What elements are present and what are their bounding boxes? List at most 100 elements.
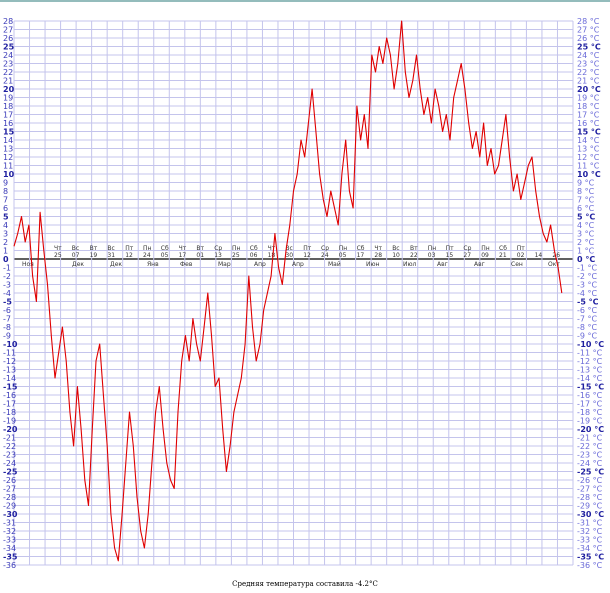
day-number-label: 18 [268, 252, 276, 259]
y-tick-label-left: -27 [3, 485, 16, 494]
day-label: Сб [357, 245, 365, 252]
day-label: Пт [517, 245, 526, 252]
day-label: Пн [428, 245, 437, 252]
y-tick-label-right: 17 °C [577, 111, 600, 120]
y-tick-label-left: 23 [3, 60, 13, 69]
y-tick-label-left: -35 [3, 553, 18, 562]
y-tick-label-left: 5 [3, 213, 9, 222]
y-tick-label-left: 14 [3, 136, 13, 145]
y-tick-label-right: -22 °C [577, 442, 603, 451]
y-tick-label-left: 18 [3, 102, 13, 111]
y-tick-label-right: -9 °C [577, 332, 598, 341]
y-tick-label-left: 22 [3, 68, 13, 77]
day-label: Вт [90, 245, 98, 252]
day-labels: Чт Вс Вт Вс Пт Пн Сб Чт Вт Ср Пн Сб Чт Вс Пт Ср Пн Сб Чт Вс… [54, 245, 560, 259]
y-tick-label-left: 28 [3, 17, 13, 26]
y-tick-label-right: 9 °C [577, 179, 595, 188]
y-tick-label-left: -16 [3, 391, 16, 400]
y-tick-label-right: 12 °C [577, 153, 600, 162]
y-tick-label-left: -34 [3, 544, 16, 553]
day-number-label: 28 [374, 252, 382, 259]
y-tick-label-left: -31 [3, 519, 16, 528]
y-tick-label-left: 7 [3, 196, 8, 205]
y-tick-label-right: 16 °C [577, 119, 600, 128]
y-tick-label-right: 19 °C [577, 94, 600, 103]
y-tick-label-right: 28 °C [577, 17, 600, 26]
y-tick-label-right: 11 °C [577, 162, 600, 171]
y-tick-label-left: -13 [3, 366, 16, 375]
y-tick-label-right: -6 °C [577, 306, 598, 315]
y-tick-label-right: -15 °C [577, 383, 604, 392]
y-tick-label-right: 22 °C [577, 68, 600, 77]
y-tick-label-right: -13 °C [577, 366, 603, 375]
month-label: Апр [254, 261, 266, 268]
month-label: Май [328, 261, 341, 268]
day-label: Пн [143, 245, 152, 252]
day-number-label: 26 [552, 252, 560, 259]
day-number-label: 07 [72, 252, 80, 259]
day-label: Пт [303, 245, 312, 252]
day-label: Вт [410, 245, 418, 252]
y-tick-label-left: 1 [3, 247, 8, 256]
day-label: Пн [232, 245, 241, 252]
y-tick-label-left: -7 [3, 315, 11, 324]
y-tick-label-right: 26 °C [577, 34, 600, 43]
day-number-label: 10 [392, 252, 400, 259]
y-tick-label-right: 23 °C [577, 60, 600, 69]
y-tick-label-right: -35 °C [577, 553, 604, 562]
y-tick-label-right: -25 °C [577, 468, 604, 477]
y-tick-label-right: 8 °C [577, 187, 595, 196]
day-label: Пт [125, 245, 134, 252]
y-tick-label-left: -28 [3, 493, 16, 502]
month-label: Ноя [22, 261, 34, 268]
y-tick-label-right: -30 °C [577, 510, 604, 519]
day-number-label: 17 [179, 252, 187, 259]
y-tick-label-right: -31 °C [577, 519, 603, 528]
day-number-label: 27 [463, 252, 471, 259]
day-label: Вс [392, 245, 399, 252]
y-tick-label-right: -29 °C [577, 502, 603, 511]
y-tick-label-left: 19 [3, 94, 13, 103]
y-tick-label-left: -11 [3, 349, 16, 358]
y-axis-right: 28 °C27 °C26 °C25 °C24 °C23 °C22 °C21 °C… [577, 17, 604, 570]
month-label: Дек [72, 261, 84, 268]
day-label: Сб [499, 245, 507, 252]
day-number-label: 25 [54, 252, 62, 259]
y-tick-label-left: -22 [3, 442, 16, 451]
y-tick-label-right: 5 °C [577, 213, 595, 222]
y-tick-label-right: 6 °C [577, 204, 595, 213]
day-label: Ср [463, 245, 471, 252]
series-group [13, 20, 563, 562]
y-tick-label-right: 0 °C [577, 255, 595, 264]
month-label: Дек [110, 261, 122, 268]
y-tick-label-right: 24 °C [577, 51, 600, 60]
month-label: Янв [147, 261, 159, 268]
y-tick-label-left: 25 [3, 43, 15, 52]
y-tick-label-left: -29 [3, 502, 16, 511]
y-tick-label-left: 24 [3, 51, 13, 60]
y-tick-label-right: -16 °C [577, 391, 603, 400]
y-tick-label-left: -3 [3, 281, 11, 290]
day-label: Сб [161, 245, 169, 252]
day-number-label: 05 [161, 252, 169, 259]
y-tick-label-right: -14 °C [577, 374, 603, 383]
y-tick-label-left: 12 [3, 153, 13, 162]
day-number-label: 12 [125, 252, 133, 259]
month-label: Апр [292, 261, 304, 268]
y-tick-label-left: -19 [3, 417, 16, 426]
day-number-label: 25 [232, 252, 240, 259]
y-tick-label-left: 6 [3, 204, 8, 213]
y-tick-label-left: -25 [3, 468, 18, 477]
day-number-label: 19 [90, 252, 98, 259]
y-tick-label-right: 18 °C [577, 102, 600, 111]
y-tick-label-right: -10 °C [577, 340, 604, 349]
day-label: Чт [268, 245, 276, 252]
y-tick-label-right: 25 °C [577, 43, 601, 52]
y-tick-label-left: 9 [3, 179, 8, 188]
month-label: Июн [366, 261, 380, 268]
y-tick-label-right: -11 °C [577, 349, 603, 358]
y-tick-label-left: -5 [3, 298, 12, 307]
y-tick-label-left: -14 [3, 374, 16, 383]
day-number-label: 09 [481, 252, 489, 259]
day-number-label: 31 [107, 252, 115, 259]
